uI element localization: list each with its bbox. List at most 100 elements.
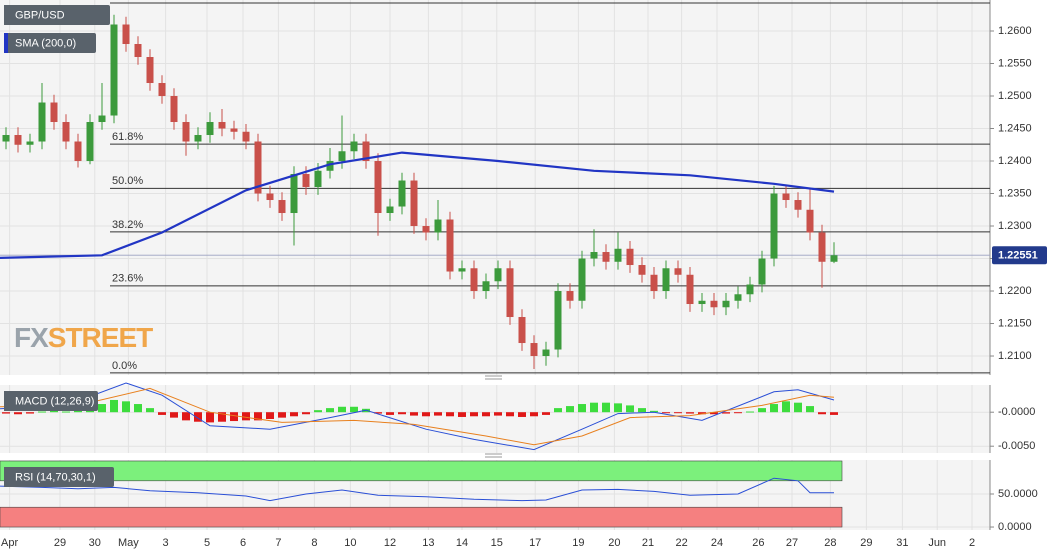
y-tick-label: 1.2450 <box>998 122 1032 134</box>
macd-bar <box>182 412 190 421</box>
macd-bar <box>110 399 118 413</box>
legend-bg <box>4 5 110 25</box>
x-tick-label: 26 <box>752 537 764 549</box>
candle-body <box>530 343 538 357</box>
macd-bar <box>386 412 394 415</box>
candle-body <box>206 122 214 136</box>
macd-bar <box>158 412 166 415</box>
macd-bar <box>530 412 538 417</box>
candle-body <box>434 219 442 233</box>
x-tick-label: 13 <box>422 537 434 549</box>
macd-bar <box>62 411 70 413</box>
candle-body <box>362 141 370 162</box>
candle-body <box>698 300 706 305</box>
candle-body <box>602 252 610 262</box>
candle-body <box>278 200 286 214</box>
candle-body <box>662 268 670 292</box>
x-tick-label: 3 <box>163 537 169 549</box>
x-tick-label: 7 <box>275 537 281 549</box>
x-tick-label: 14 <box>456 537 468 549</box>
y-tick-label: 1.2550 <box>998 57 1032 69</box>
legend-stripe <box>4 467 8 487</box>
candle-body <box>734 294 742 301</box>
macd-bar <box>578 404 586 413</box>
candle-body <box>230 128 238 132</box>
x-tick-label: 20 <box>608 537 620 549</box>
macd-bar <box>350 406 358 413</box>
candle-body <box>86 122 94 162</box>
candle-body <box>50 102 58 123</box>
y-tick-label: 1.2300 <box>998 220 1032 232</box>
candle-body <box>626 248 634 266</box>
candle-body <box>98 115 106 123</box>
macd-line <box>0 382 835 451</box>
y-tick-label: 50.0000 <box>998 488 1038 500</box>
candle-body <box>470 268 478 292</box>
last-price-label: 1.22551 <box>998 250 1038 262</box>
macd-bar <box>830 412 838 415</box>
fib-label: 61.8% <box>112 131 143 143</box>
last-price-box <box>992 246 1047 265</box>
macd-bar <box>230 412 238 422</box>
macd-bar <box>122 401 130 413</box>
candle-body <box>134 44 142 58</box>
candle-body <box>158 83 166 97</box>
x-tick-label: 22 <box>675 537 687 549</box>
candle-body <box>506 268 514 318</box>
macd-bar <box>302 412 310 415</box>
macd-bar <box>482 412 490 417</box>
y-tick-label: 1.2200 <box>998 285 1032 297</box>
macd-bar <box>614 403 622 413</box>
legend-label: RSI (14,70,30,1) <box>15 471 96 483</box>
macd-bar <box>266 412 274 419</box>
candle-body <box>554 291 562 350</box>
macd-bar <box>14 412 22 415</box>
candle-body <box>326 161 334 171</box>
legend-box: RSI (14,70,30,1) <box>4 467 114 487</box>
macd-bar <box>278 412 286 418</box>
candle-body <box>686 274 694 305</box>
candle-body <box>758 258 766 285</box>
y-tick-label: 0.0000 <box>998 521 1032 533</box>
macd-bar <box>518 412 526 417</box>
macd-bar <box>818 412 826 415</box>
candle-body <box>374 161 382 214</box>
candle-body <box>794 200 802 210</box>
candle-body <box>770 193 778 259</box>
x-tick-label: 8 <box>311 537 317 549</box>
candle-body <box>62 122 70 142</box>
watermark-part: STREET <box>48 322 153 353</box>
macd-bar <box>434 412 442 416</box>
legend-bg <box>4 467 114 487</box>
x-tick-label: 6 <box>240 537 246 549</box>
candle-body <box>122 24 130 45</box>
fib-label: 50.0% <box>112 175 143 187</box>
candle-body <box>614 248 622 262</box>
y-tick-label: -0.0050 <box>998 440 1035 452</box>
candle-body <box>518 317 526 344</box>
candle-body <box>806 209 814 233</box>
x-tick-label: 29 <box>54 537 66 549</box>
macd-bar <box>194 412 202 422</box>
macd-bar <box>242 412 250 421</box>
candle-body <box>146 57 154 84</box>
candle-body <box>194 135 202 142</box>
legend-label: GBP/USD <box>15 9 65 21</box>
candle-body <box>410 180 418 227</box>
y-tick-label: 1.2600 <box>998 25 1032 37</box>
x-tick-label: 27 <box>786 537 798 549</box>
x-tick-label: 28 <box>824 537 836 549</box>
rsi-line <box>0 477 834 502</box>
macd-bar <box>506 412 514 417</box>
macd-bar <box>662 412 670 414</box>
macd-bar <box>542 412 550 415</box>
main-panel <box>0 0 990 375</box>
macd-bar <box>326 408 334 413</box>
legend-box: GBP/USD <box>4 5 110 25</box>
x-tick-label: 31 <box>896 537 908 549</box>
x-tick-label: 19 <box>572 537 584 549</box>
y-tick-label: -0.0000 <box>998 406 1035 418</box>
watermark-part: FX <box>14 322 49 353</box>
